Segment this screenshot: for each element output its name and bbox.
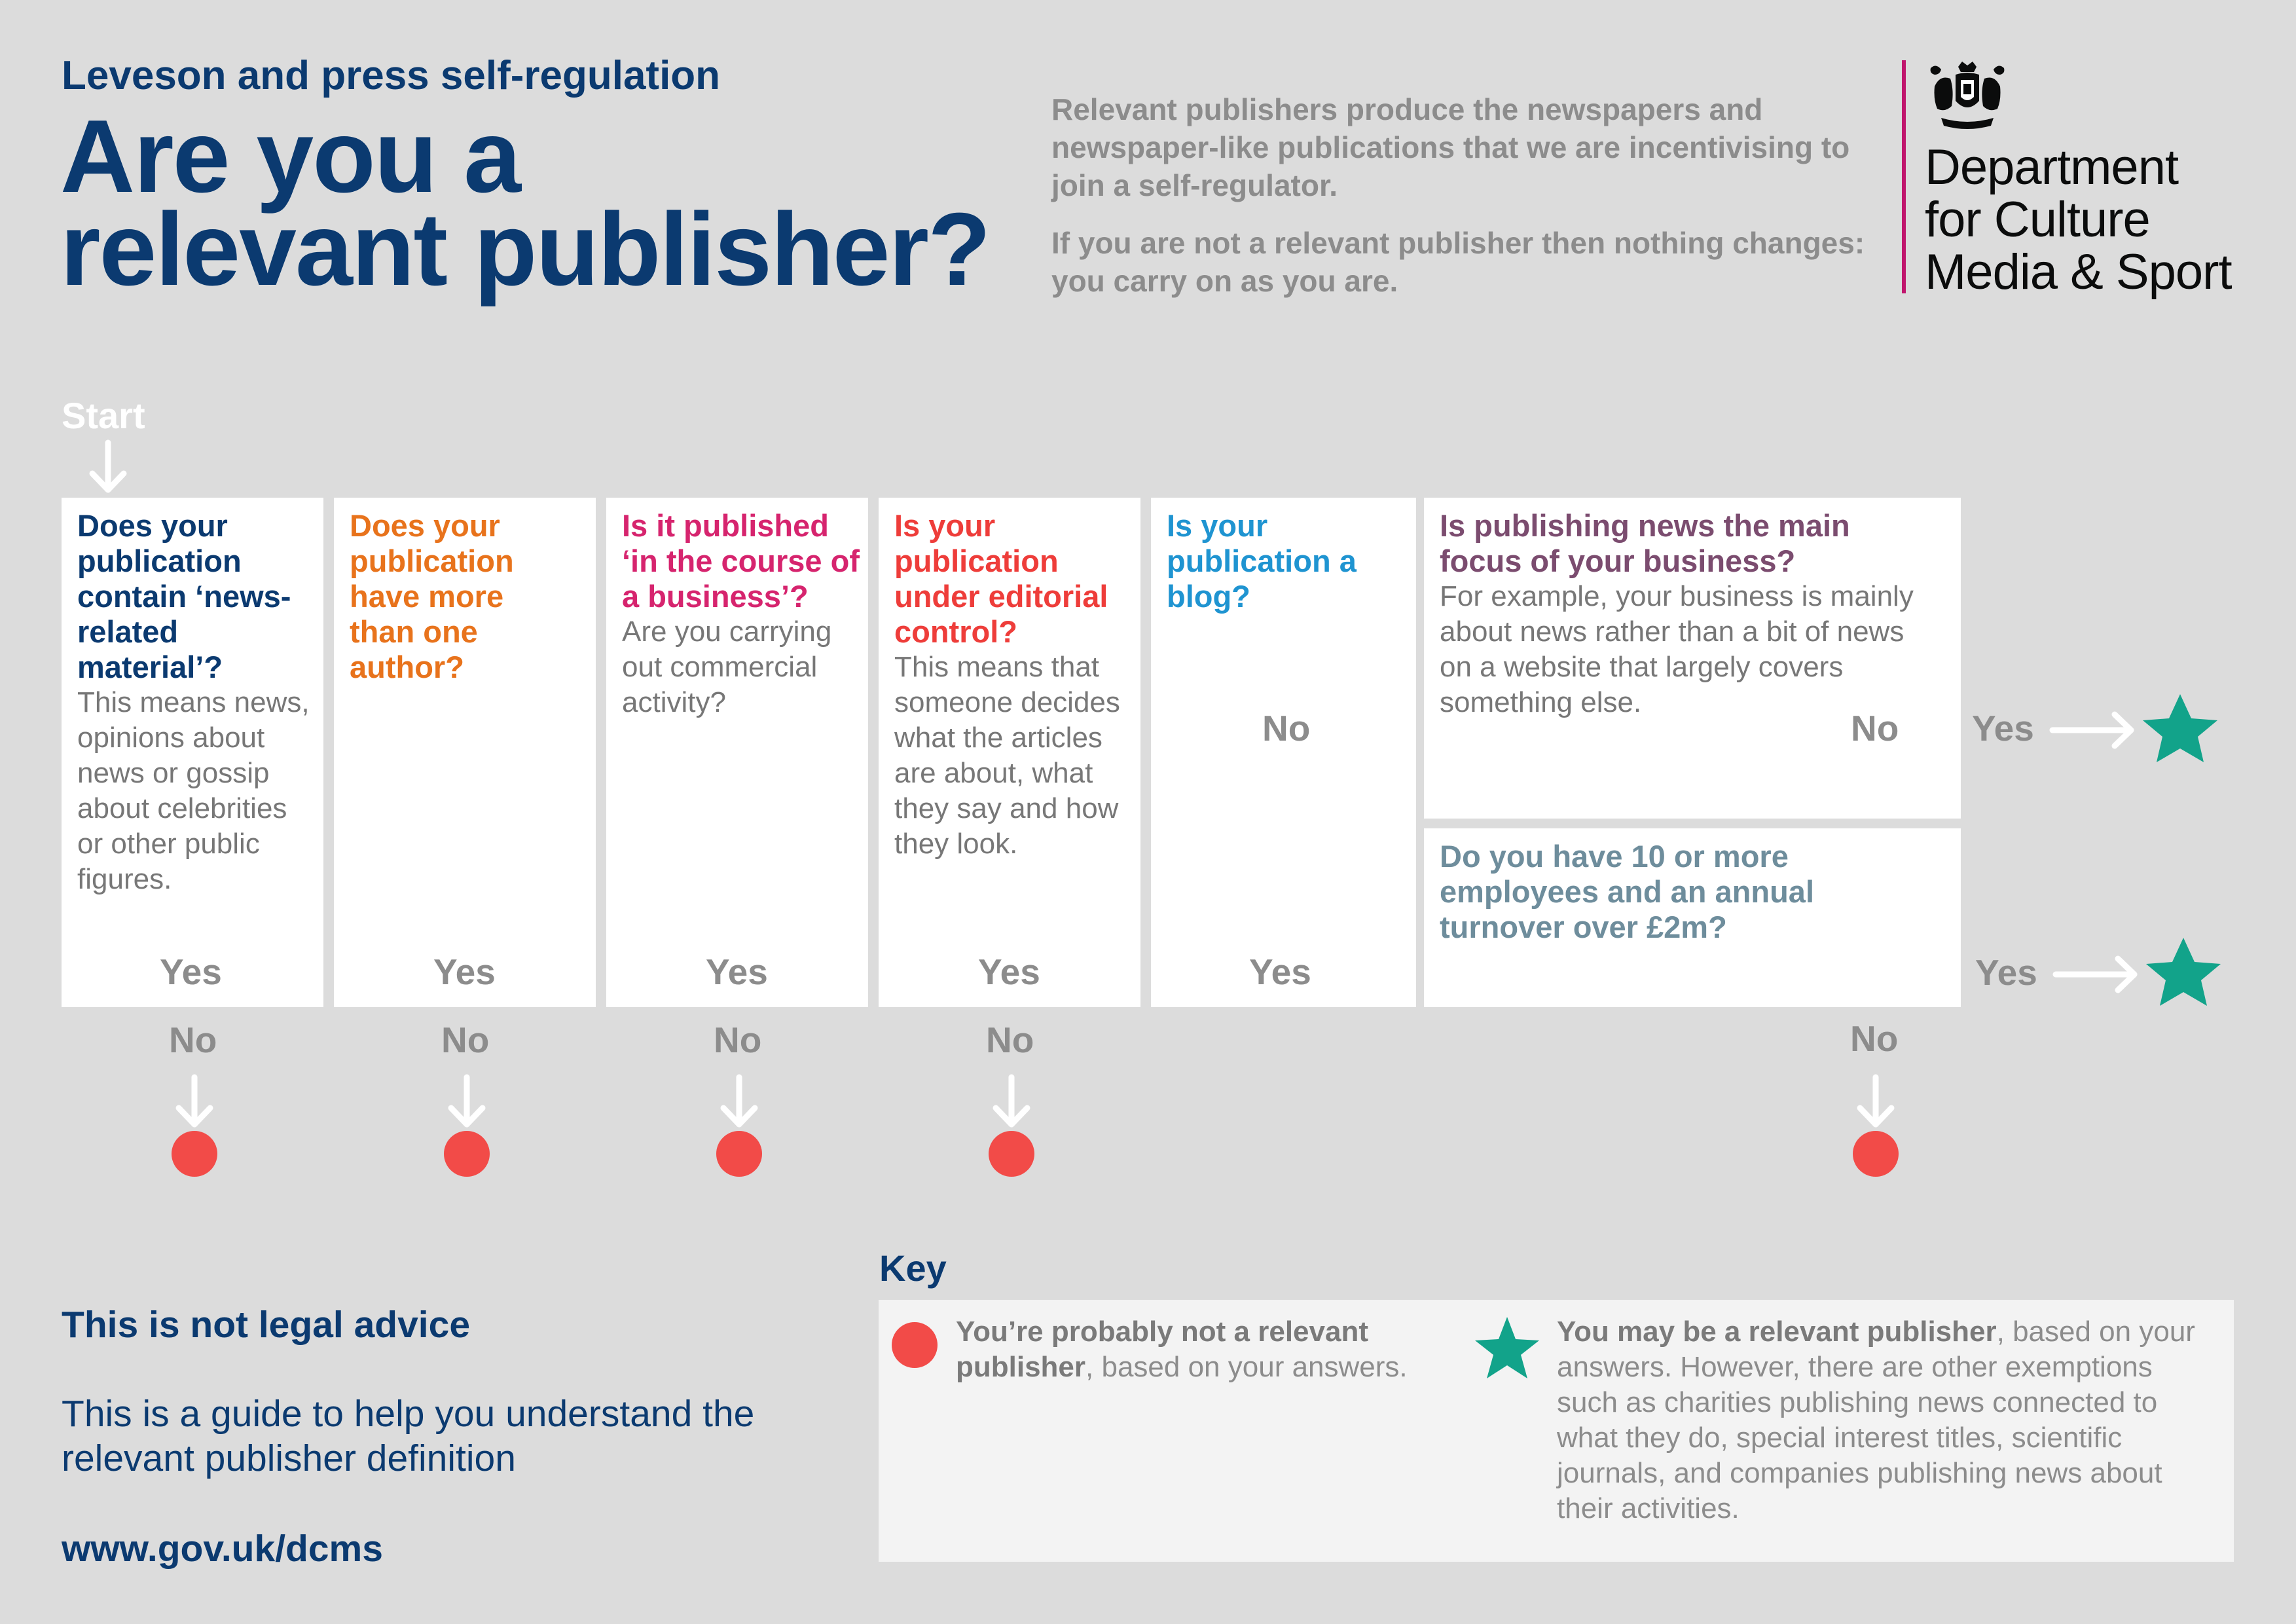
page-title: Are you a relevant publisher? bbox=[60, 99, 991, 307]
question-description: Are you carrying out commercial activity… bbox=[622, 616, 832, 718]
start-label: Start bbox=[62, 395, 145, 436]
key-not-relevant-bold: You’re probably not a relevant publisher bbox=[956, 1316, 1368, 1383]
no-arrow-icon bbox=[720, 1074, 758, 1128]
question-box-5: Is your publication a blog? No Yes bbox=[1151, 498, 1416, 1007]
no-label: No bbox=[169, 1020, 217, 1060]
legal-text: This is a guide to help you understand t… bbox=[62, 1393, 755, 1479]
no-arrow-icon bbox=[1857, 1074, 1895, 1128]
yes-label: Yes bbox=[706, 951, 768, 992]
question-description: For example, your business is mainly abo… bbox=[1440, 580, 1914, 718]
question-box-7: Do you have 10 or more employees and an … bbox=[1424, 828, 1961, 1007]
yes-arrow-icon bbox=[2052, 955, 2138, 993]
key-title: Key bbox=[879, 1247, 947, 1289]
yes-label: Yes bbox=[1249, 951, 1311, 992]
website-link[interactable]: www.gov.uk/dcms bbox=[62, 1528, 383, 1570]
no-label: No bbox=[986, 1020, 1034, 1060]
relevant-star-icon bbox=[1475, 1317, 1539, 1378]
no-label: No bbox=[1850, 1018, 1899, 1059]
no-label: No bbox=[1851, 708, 1899, 748]
question-description: This means that someone decides what the… bbox=[894, 651, 1120, 860]
no-arrow-icon bbox=[993, 1074, 1030, 1128]
not-relevant-dot-icon bbox=[172, 1131, 217, 1177]
key-relevant-rest: , based on your answers. However, there … bbox=[1557, 1316, 2195, 1524]
key-not-relevant-rest: , based on your answers. bbox=[1085, 1351, 1408, 1383]
no-arrow-icon bbox=[448, 1074, 486, 1128]
key-box: You’re probably not a relevant publisher… bbox=[879, 1300, 2234, 1562]
question-text: Does your publication contain ‘news-rela… bbox=[77, 508, 291, 684]
question-box-4: Is your publication under editorial cont… bbox=[879, 498, 1140, 1007]
question-text: Is publishing news the main focus of you… bbox=[1440, 508, 1850, 578]
not-relevant-dot-icon bbox=[1853, 1131, 1899, 1177]
logo-line-1: Department bbox=[1925, 139, 2179, 195]
logo-line-3: Media & Sport bbox=[1925, 244, 2232, 300]
not-relevant-dot-icon bbox=[716, 1131, 762, 1177]
logo-bar bbox=[1902, 60, 1906, 293]
yes-label: Yes bbox=[1972, 708, 2034, 748]
no-label: No bbox=[441, 1020, 490, 1060]
intro-paragraph-1: Relevant publishers produce the newspape… bbox=[1051, 92, 1850, 202]
yes-arrow-icon bbox=[2049, 711, 2134, 749]
question-box-1: Does your publication contain ‘news-rela… bbox=[62, 498, 323, 1007]
royal-crest-icon bbox=[1922, 60, 2013, 132]
yes-label: Yes bbox=[978, 951, 1040, 992]
not-relevant-dot-icon bbox=[444, 1131, 490, 1177]
question-box-6: Is publishing news the main focus of you… bbox=[1424, 498, 1961, 819]
yes-label: Yes bbox=[160, 951, 222, 992]
key-not-relevant-text: You’re probably not a relevant publisher… bbox=[956, 1314, 1427, 1385]
relevant-star-icon bbox=[2143, 694, 2217, 762]
key-relevant-bold: You may be a relevant publisher bbox=[1557, 1316, 1997, 1348]
not-relevant-dot-icon bbox=[989, 1131, 1034, 1177]
key-relevant-text: You may be a relevant publisher, based o… bbox=[1557, 1314, 2212, 1526]
start-arrow-icon bbox=[89, 439, 127, 493]
question-text: Do you have 10 or more employees and an … bbox=[1440, 839, 1815, 944]
intro: Relevant publishers produce the newspape… bbox=[1051, 90, 1876, 320]
question-text: Does your publication have more than one… bbox=[350, 508, 514, 684]
question-description: This means news, opinions about news or … bbox=[77, 686, 310, 895]
logo-line-2: for Culture bbox=[1925, 192, 2151, 248]
relevant-star-icon bbox=[2146, 938, 2221, 1006]
question-text: Is your publication under editorial cont… bbox=[894, 508, 1108, 649]
yes-label: Yes bbox=[433, 951, 496, 992]
yes-label: Yes bbox=[1975, 952, 2037, 993]
intro-paragraph-2: If you are not a relevant publisher then… bbox=[1051, 226, 1865, 298]
no-label: No bbox=[714, 1020, 762, 1060]
question-box-2: Does your publication have more than one… bbox=[334, 498, 596, 1007]
legal-heading: This is not legal advice bbox=[62, 1304, 471, 1346]
question-text: Is your publication a blog? bbox=[1167, 508, 1357, 614]
kicker: Leveson and press self-regulation bbox=[62, 53, 721, 98]
no-label: No bbox=[1262, 708, 1311, 748]
question-text: Is it published ‘in the course of a busi… bbox=[622, 508, 860, 614]
title-line-1: Are you a bbox=[60, 99, 521, 214]
no-arrow-icon bbox=[175, 1074, 213, 1128]
question-box-3: Is it published ‘in the course of a busi… bbox=[606, 498, 868, 1007]
not-relevant-dot-icon bbox=[892, 1322, 938, 1368]
title-line-2: relevant publisher? bbox=[60, 192, 991, 307]
department-logo-text: Department for Culture Media & Sport bbox=[1925, 141, 2232, 299]
